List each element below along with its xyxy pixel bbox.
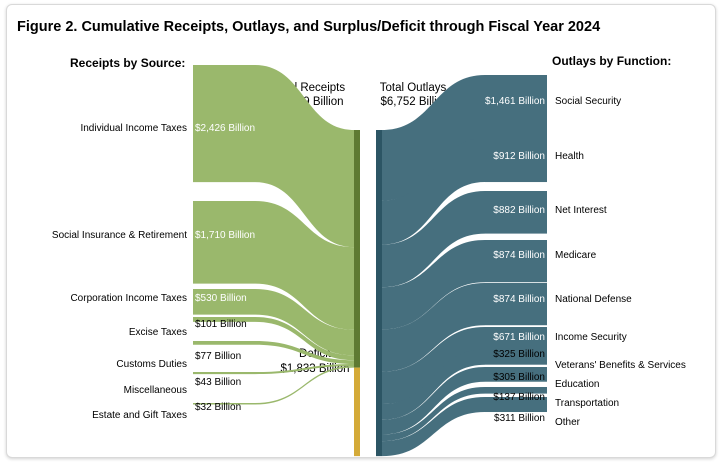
receipt-label-individual-income-taxes: Individual Income Taxes	[80, 123, 187, 134]
outlay-value-national-defense: $874 Billion	[493, 294, 545, 305]
outlay-flow-education	[382, 367, 485, 435]
outlay-label-net-interest: Net Interest	[555, 205, 607, 216]
outlay-label-education: Education	[555, 379, 599, 390]
chart-title: Figure 2. Cumulative Receipts, Outlays, …	[17, 19, 600, 35]
outlay-label-transportation: Transportation	[555, 398, 619, 409]
outlays-heading: Outlays by Function:	[552, 54, 671, 68]
outlay-flow-income-security	[382, 327, 485, 405]
outlay-flow-national-defense	[382, 283, 485, 372]
outlay-node-transportation	[485, 387, 547, 394]
total-receipts-bar	[354, 130, 360, 368]
chart-frame: Figure 2. Cumulative Receipts, Outlays, …	[6, 4, 716, 458]
receipt-node-customs-duties	[193, 341, 255, 345]
receipt-value-customs-duties: $77 Billion	[195, 351, 241, 362]
outlay-flow-net-interest	[382, 191, 485, 288]
outlay-label-health: Health	[555, 151, 584, 162]
outlay-node-veterans-benefits-and-services	[485, 349, 547, 365]
outlay-value-health: $912 Billion	[493, 151, 545, 162]
receipt-flow-social-insurance-and-retirement	[255, 201, 354, 330]
outlay-flow-health	[382, 138, 485, 245]
receipt-node-social-insurance-and-retirement	[193, 201, 255, 284]
outlay-label-social-security: Social Security	[555, 96, 621, 107]
receipt-node-corporation-income-taxes	[193, 289, 255, 315]
sankey-chart: Figure 2. Cumulative Receipts, Outlays, …	[17, 19, 686, 457]
outlay-flow-transportation	[382, 387, 485, 442]
outlay-value-transportation: $137 Billion	[493, 392, 545, 403]
outlay-node-health	[485, 138, 547, 183]
outlay-node-net-interest	[485, 191, 547, 234]
outlay-flow-other	[382, 397, 485, 457]
outlay-label-medicare: Medicare	[555, 250, 597, 261]
receipt-value-corporation-income-taxes: $530 Billion	[195, 293, 247, 304]
outlay-node-medicare	[485, 240, 547, 283]
outlay-node-national-defense	[485, 283, 547, 326]
receipt-label-corporation-income-taxes: Corporation Income Taxes	[70, 293, 187, 304]
receipt-value-individual-income-taxes: $2,426 Billion	[195, 123, 255, 134]
receipt-flow-individual-income-taxes	[255, 65, 354, 248]
receipt-label-social-insurance-and-retirement: Social Insurance & Retirement	[52, 230, 187, 241]
outlay-value-net-interest: $882 Billion	[493, 205, 545, 216]
receipt-value-estate-and-gift-taxes: $32 Billion	[195, 402, 241, 413]
receipt-value-excise-taxes: $101 Billion	[195, 319, 247, 330]
outlay-value-income-security: $671 Billion	[493, 332, 545, 343]
outlay-flow-medicare	[382, 240, 485, 330]
outlay-label-national-defense: National Defense	[555, 294, 632, 305]
total-outlays-label: Total Outlays	[380, 82, 447, 94]
total-outlays-bar	[376, 130, 382, 457]
receipt-label-miscellaneous: Miscellaneous	[124, 385, 187, 396]
outlay-value-social-security: $1,461 Billion	[485, 96, 545, 107]
receipt-flow-miscellaneous	[255, 363, 354, 375]
outlay-value-education: $305 Billion	[493, 372, 545, 383]
receipt-flow-customs-duties	[255, 341, 354, 364]
outlay-label-other: Other	[555, 417, 581, 428]
receipt-flow-estate-and-gift-taxes	[255, 366, 354, 405]
receipt-flow-corporation-income-taxes	[255, 289, 354, 356]
receipt-label-excise-taxes: Excise Taxes	[129, 327, 187, 338]
outlay-node-other	[485, 397, 547, 413]
receipt-flow-excise-taxes	[255, 317, 354, 361]
outlay-label-income-security: Income Security	[555, 332, 627, 343]
outlay-label-veterans-benefits-and-services: Veterans' Benefits & Services	[555, 360, 686, 371]
receipt-node-estate-and-gift-taxes	[193, 403, 255, 405]
receipt-value-social-insurance-and-retirement: $1,710 Billion	[195, 230, 255, 241]
outlay-node-social-security	[485, 75, 547, 146]
outlay-flow-social-security	[382, 75, 485, 201]
receipt-node-excise-taxes	[193, 317, 255, 322]
receipt-label-customs-duties: Customs Duties	[116, 359, 187, 370]
outlay-flow-veterans-benefits-and-services	[382, 349, 485, 420]
receipts-heading: Receipts by Source:	[70, 56, 185, 70]
outlay-node-education	[485, 367, 547, 382]
receipt-value-miscellaneous: $43 Billion	[195, 377, 241, 388]
receipt-node-individual-income-taxes	[193, 65, 255, 183]
outlay-value-veterans-benefits-and-services: $325 Billion	[493, 349, 545, 360]
deficit-bar	[354, 367, 360, 457]
receipt-node-miscellaneous	[193, 372, 255, 375]
outlay-value-medicare: $874 Billion	[493, 250, 545, 261]
receipt-label-estate-and-gift-taxes: Estate and Gift Taxes	[92, 410, 187, 421]
outlay-value-other: $311 Billion	[494, 413, 545, 424]
